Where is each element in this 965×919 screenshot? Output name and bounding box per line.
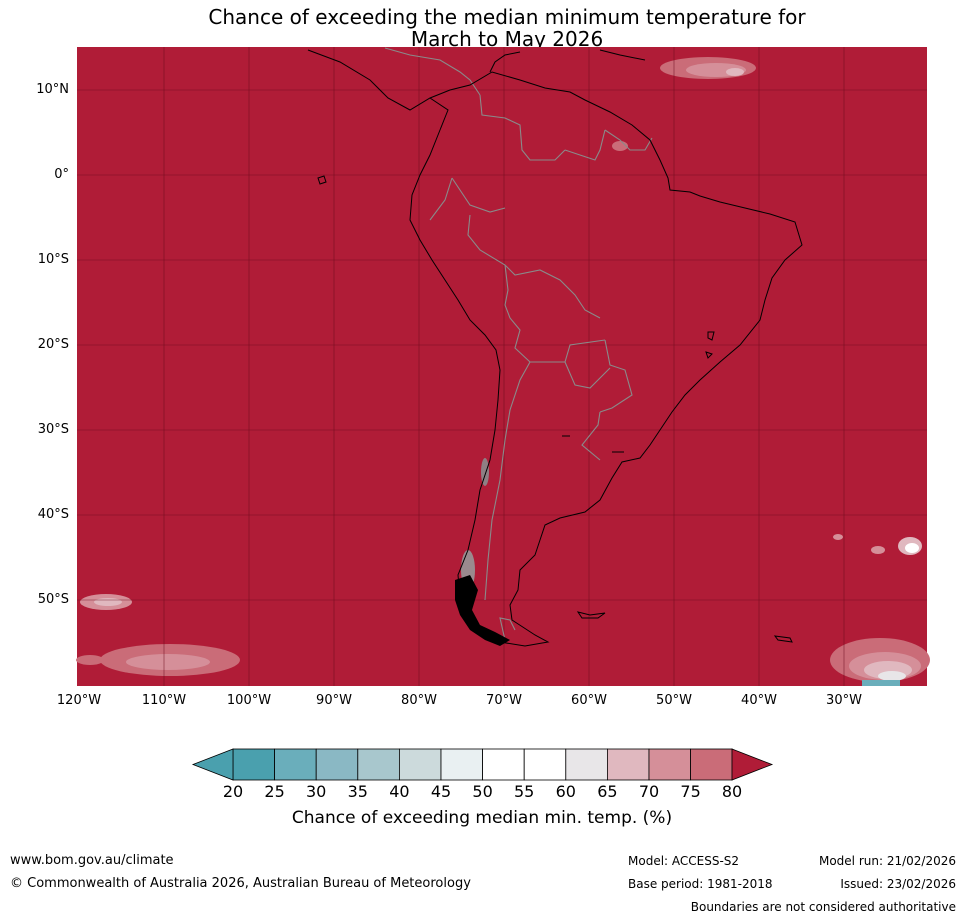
colorbar-tick-25: 25 (264, 782, 285, 801)
copyright-notice: © Commonwealth of Australia 2026, Austra… (10, 876, 471, 891)
colorbar-segment-50-55 (482, 748, 525, 781)
patagonia-fjords (455, 575, 510, 646)
website-link[interactable]: www.bom.gov.au/climate (10, 853, 174, 868)
colorbar-high-extend (731, 748, 774, 781)
colorbar-tick-45: 45 (430, 782, 452, 801)
colorbar-tick-50: 50 (472, 782, 493, 801)
base-period: Base period: 1981-2018 (628, 877, 773, 891)
colorbar-tick-55: 55 (514, 782, 535, 801)
lat-label-50s: 50°S (37, 592, 69, 607)
colorbar-tick-40: 40 (389, 782, 410, 801)
colorbar-tick-30: 30 (306, 782, 327, 801)
colorbar-tick-80: 80 (721, 782, 743, 801)
lon-label-120w: 120°W (56, 693, 102, 708)
map-title-line-2: March to May 2026 (410, 27, 604, 51)
coastline (307, 49, 803, 647)
colorbar-segment-45-50 (440, 748, 483, 781)
lon-label-90w: 90°W (316, 693, 352, 708)
colorbar-segment-70-75 (648, 748, 691, 781)
lat-label-20s: 20°S (37, 337, 69, 352)
colorbar-tick-20: 20 (222, 782, 244, 801)
colorbar-tick-60: 60 (555, 782, 576, 801)
lon-label-50w: 50°W (656, 693, 692, 708)
colorbar-tick-65: 65 (597, 782, 618, 801)
colorbar-segment-30-35 (315, 748, 359, 781)
lon-label-60w: 60°W (571, 693, 607, 708)
lon-label-80w: 80°W (401, 693, 437, 708)
colorbar-label: Chance of exceeding median min. temp. (%… (291, 808, 673, 828)
probability-map (76, 47, 930, 686)
colorbar-segment-65-70 (607, 748, 650, 781)
colorbar-tick-75: 75 (680, 782, 701, 801)
lat-label-40s: 40°S (37, 507, 69, 522)
colorbar-tick-35: 35 (347, 782, 368, 801)
country-boundaries (384, 47, 653, 641)
lon-label-30w: 30°W (826, 693, 862, 708)
model-run-date: Model run: 21/02/2026 (818, 854, 956, 868)
lat-label-10n: 10°N (36, 82, 69, 97)
colorbar-segment-75-80 (690, 748, 733, 781)
colorbar-segment-55-60 (523, 748, 567, 781)
lon-label-110w: 110°W (141, 693, 187, 708)
south-atlantic-anomaly (830, 534, 930, 686)
map-background (77, 47, 927, 686)
colorbar-tick-70: 70 (638, 782, 660, 801)
lon-label-100w: 100°W (226, 693, 272, 708)
lon-label-70w: 70°W (486, 693, 522, 708)
colorbar-segment-25-30 (274, 748, 317, 781)
colorbar-low-extend (191, 748, 234, 781)
lat-label-0: 0° (54, 167, 69, 182)
map-title-line-1: Chance of exceeding the median minimum t… (208, 5, 806, 29)
colorbar-segment-40-45 (398, 748, 442, 781)
lon-label-40w: 40°W (741, 693, 777, 708)
issued-date: Issued: 23/02/2026 (840, 877, 956, 891)
colorbar-segment-60-65 (565, 748, 608, 781)
boundary-disclaimer: Boundaries are not considered authoritat… (690, 900, 956, 914)
lat-label-30s: 30°S (37, 422, 69, 437)
colorbar-segments (232, 748, 733, 781)
tropical-north-atlantic-anomaly (660, 57, 756, 79)
colorbar-segment-20-25 (232, 748, 275, 781)
lat-label-10s: 10°S (37, 252, 69, 267)
colorbar-segment-35-40 (357, 748, 400, 781)
colorbar (191, 748, 774, 781)
model-name: Model: ACCESS-S2 (628, 854, 740, 868)
